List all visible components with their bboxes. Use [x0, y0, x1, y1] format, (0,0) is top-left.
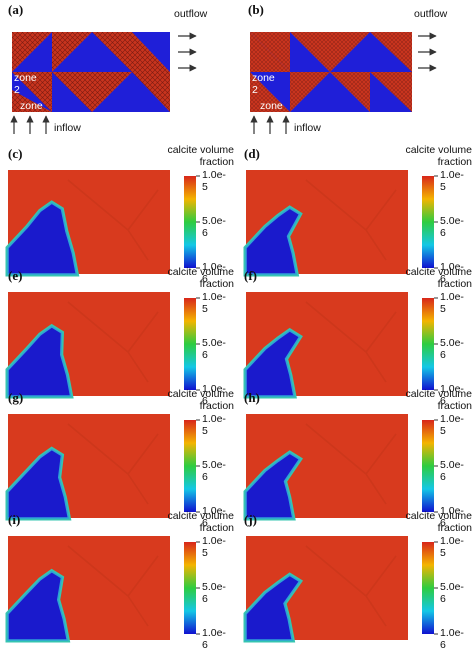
panel-label-j: (j) [244, 512, 257, 527]
colorbar [422, 298, 434, 390]
flow-streaks [67, 423, 159, 505]
dissolved-region [7, 570, 69, 641]
colorbar [184, 542, 196, 634]
colorbar-tick-mid: 5.0e-6 [440, 581, 464, 605]
colorbar-tick-min: 1.0e-6 [440, 383, 464, 407]
colorbar-tick-mid: 5.0e-6 [440, 459, 464, 483]
flow-streaks [67, 179, 159, 261]
panel-label-f: (f) [244, 268, 257, 283]
colorbar-title-line1: calcite volume [167, 388, 234, 400]
dissolved-region [245, 452, 301, 519]
panel-label-b: (b) [248, 2, 264, 17]
colorbar-tick-mid: 5.0e-6 [440, 337, 464, 361]
panel-label-g: (g) [8, 390, 24, 405]
colorbar [422, 176, 434, 268]
colorbar-title: calcite volume fraction [374, 266, 472, 290]
field-plot [5, 414, 200, 521]
flow-streaks [305, 301, 397, 383]
panel-label-a: (a) [8, 2, 24, 17]
colorbar-title-line1: calcite volume [405, 144, 472, 156]
colorbar-tick-mid: 5.0e-6 [202, 215, 226, 239]
colorbar-title-line2: fraction [199, 400, 234, 412]
colorbar-title-line1: calcite volume [167, 266, 234, 278]
colorbar-title-line2: fraction [199, 156, 234, 168]
outflow-label-b: outflow [414, 8, 448, 20]
dissolved-region [245, 207, 301, 275]
colorbar-title: calcite volume fraction [374, 510, 472, 534]
colorbar-tick-min: 1.0e-6 [202, 505, 226, 529]
colorbar-title-line1: calcite volume [405, 266, 472, 278]
field-plot [243, 292, 438, 399]
mesh-diagram-a [10, 32, 437, 134]
colorbar-tick-max: 1.0e-5 [440, 413, 464, 437]
panel-label-e: (e) [8, 268, 23, 283]
colorbar-tick-mid: 5.0e-6 [440, 215, 464, 239]
colorbar-tick-max: 1.0e-5 [202, 535, 226, 559]
dissolved-region [245, 574, 301, 641]
zone2-label-a: zone 2 [14, 72, 37, 96]
panel-label-d: (d) [244, 146, 260, 161]
colorbar-tick-max: 1.0e-5 [440, 535, 464, 559]
colorbar-title-line1: calcite volume [405, 388, 472, 400]
colorbar-tick-mid: 5.0e-6 [202, 581, 226, 605]
colorbar-title-line1: calcite volume [167, 510, 234, 522]
colorbar [184, 298, 196, 390]
colorbar-tick-min: 1.0e-6 [202, 383, 226, 407]
zone1-label-b: zone 1 [260, 100, 283, 124]
flow-streaks [305, 545, 397, 627]
field-plot [243, 414, 438, 521]
panel-label-c: (c) [8, 146, 23, 161]
colorbar-tick-min: 1.0e-6 [440, 627, 464, 651]
colorbar-title-line2: fraction [199, 522, 234, 534]
colorbar-tick-max: 1.0e-5 [202, 169, 226, 193]
colorbar-title-line1: calcite volume [405, 510, 472, 522]
flow-streaks [305, 179, 397, 261]
flow-streaks [67, 545, 159, 627]
colorbar-tick-mid: 5.0e-6 [202, 337, 226, 361]
inflow-label-b: inflow [294, 122, 321, 134]
colorbar-tick-min: 1.0e-6 [440, 505, 464, 529]
colorbar-tick-mid: 5.0e-6 [202, 459, 226, 483]
colorbar-title-line2: fraction [437, 156, 472, 168]
colorbar-tick-min: 1.0e-6 [202, 627, 226, 651]
dissolved-region [7, 448, 70, 519]
zone2-label-b: zone 2 [252, 72, 275, 96]
flow-streaks [305, 423, 397, 505]
field-plot [243, 536, 438, 643]
colorbar [422, 420, 434, 512]
colorbar-title: calcite volume fraction [136, 266, 234, 290]
colorbar-tick-max: 1.0e-5 [440, 169, 464, 193]
colorbar [422, 542, 434, 634]
dissolved-region [245, 329, 301, 397]
zone1-label-a: zone 1 [20, 100, 43, 124]
dissolved-region [7, 325, 72, 397]
colorbar-title: calcite volume fraction [374, 144, 472, 168]
colorbar-title-line2: fraction [199, 278, 234, 290]
field-plot [243, 170, 438, 277]
colorbar-title-line2: fraction [437, 400, 472, 412]
colorbar-tick-max: 1.0e-5 [202, 291, 226, 315]
colorbar [184, 420, 196, 512]
colorbar-title-line2: fraction [437, 522, 472, 534]
colorbar-title: calcite volume fraction [136, 144, 234, 168]
colorbar-title: calcite volume fraction [374, 388, 472, 412]
field-plot [5, 536, 200, 643]
outflow-label-a: outflow [174, 8, 208, 20]
colorbar-title: calcite volume fraction [136, 510, 234, 534]
field-plot [5, 170, 200, 277]
panel-label-i: (i) [8, 512, 21, 527]
inflow-label-a: inflow [54, 122, 81, 134]
colorbar-tick-min: 1.0e-6 [202, 261, 226, 285]
colorbar-title: calcite volume fraction [136, 388, 234, 412]
panel-label-h: (h) [244, 390, 260, 405]
colorbar-title-line1: calcite volume [167, 144, 234, 156]
colorbar-tick-max: 1.0e-5 [202, 413, 226, 437]
flow-streaks [67, 301, 159, 383]
field-plot [5, 292, 200, 399]
colorbar-tick-min: 1.0e-6 [440, 261, 464, 285]
colorbar-title-line2: fraction [437, 278, 472, 290]
colorbar [184, 176, 196, 268]
colorbar-tick-max: 1.0e-5 [440, 291, 464, 315]
dissolved-region [7, 202, 78, 275]
